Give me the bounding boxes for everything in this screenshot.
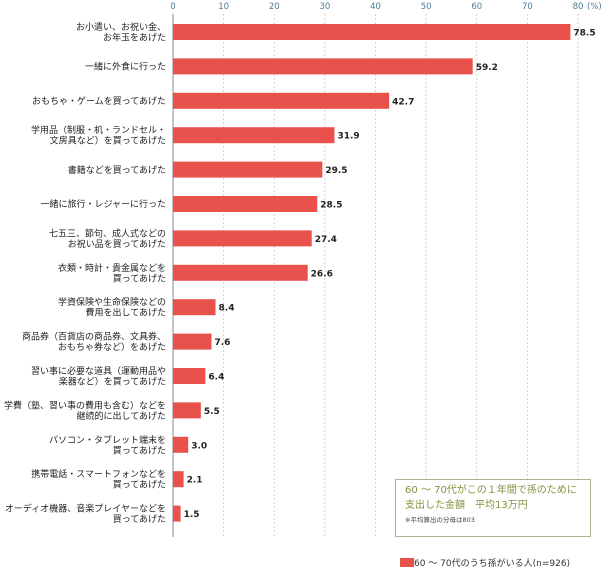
- category-label-line: お年玉をあげた: [103, 31, 166, 43]
- category-label: 一緒に旅行・レジャーに行った: [40, 198, 166, 210]
- bar: [173, 436, 189, 453]
- value-label: 29.5: [325, 166, 347, 176]
- bar: [173, 299, 216, 316]
- category-label-line: 買ってあげた: [113, 514, 166, 525]
- value-label: 1.5: [184, 510, 200, 520]
- category-labels: お小遣い、お祝い金、お年玉をあげた一緒に外食に行ったおもちゃ・ゲームを買ってあげ…: [4, 21, 166, 525]
- x-tick-label: 60: [471, 2, 482, 12]
- category-label-line: 衣類・時計・貴金属などを: [58, 262, 166, 274]
- x-tick-label: 40: [370, 2, 381, 12]
- category-label: 学資保険や生命保険などの費用を出してあげた: [58, 296, 166, 319]
- category-label-line: おもちゃ券など）をあげた: [58, 341, 166, 353]
- legend-label: 60 ～ 70代のうち孫がいる人(n=926): [414, 559, 571, 569]
- legend-swatch: [400, 558, 414, 567]
- bar: [173, 368, 206, 384]
- bars: [173, 24, 571, 522]
- x-tick-label: 70: [522, 2, 533, 12]
- category-label: パソコン・タブレット端末を買ってあげた: [49, 434, 166, 457]
- value-label: 59.2: [476, 63, 498, 73]
- category-label: 七五三、節句、成人式などのお祝い品を買ってあげた: [49, 227, 166, 250]
- category-label: 学費（塾、習い事の費用も含む）などを継続的に出してあげた: [4, 399, 166, 422]
- category-label: 携帯電話・スマートフォンなどを買ってあげた: [31, 468, 166, 491]
- value-label: 78.5: [573, 29, 595, 39]
- category-label-line: 習い事に必要な道具（運動用品や: [31, 365, 166, 377]
- bar: [173, 505, 181, 522]
- x-tick-label: 10: [218, 2, 229, 12]
- x-axis-unit: (%): [587, 2, 601, 12]
- value-label: 42.7: [392, 97, 414, 107]
- category-label: 一緒に外食に行った: [85, 61, 166, 73]
- category-label-line: 一緒に外食に行った: [85, 61, 166, 73]
- category-label-line: 七五三、節句、成人式などの: [49, 227, 166, 239]
- x-tick-label: 80: [573, 2, 584, 12]
- bar: [173, 471, 184, 488]
- category-label-line: 携帯電話・スマートフォンなどを: [31, 468, 166, 480]
- category-label-line: 費用を出してあげた: [86, 307, 166, 319]
- category-label-line: おもちゃ・ゲームを買ってあげた: [32, 95, 166, 107]
- category-label: 学用品（制服・机・ランドセル・文房具など）を買ってあげた: [31, 124, 166, 147]
- value-label: 26.6: [311, 269, 333, 279]
- value-label: 28.5: [320, 201, 342, 211]
- category-label: 商品券（百貨店の商品券、文具券、おもちゃ券など）をあげた: [22, 331, 166, 354]
- bar: [173, 92, 390, 109]
- value-label: 7.6: [214, 338, 230, 348]
- x-tick-label: 20: [269, 2, 280, 12]
- summary-line-2: 支出した金額 平均13万円: [405, 500, 528, 511]
- category-label-line: お祝い品を買ってあげた: [68, 238, 166, 250]
- x-tick-label: 30: [319, 2, 330, 12]
- bar: [173, 333, 212, 350]
- category-label-line: 商品券（百貨店の商品券、文具券、: [22, 331, 166, 343]
- value-label: 8.4: [219, 304, 235, 314]
- bar: [173, 402, 201, 419]
- average-spending-box: 60 ～ 70代がこの１年間で孫のために 支出した金額 平均13万円 ※平均算出…: [395, 479, 591, 537]
- x-axis: 0 10 20 30 40 50 60 70 80 (%): [170, 2, 601, 12]
- category-label-line: 一緒に旅行・レジャーに行った: [40, 198, 166, 210]
- value-label: 3.0: [191, 441, 207, 451]
- category-label-line: 学費（塾、習い事の費用も含む）などを: [4, 399, 166, 411]
- bar: [173, 196, 318, 212]
- category-label-line: 買ってあげた: [113, 445, 166, 456]
- category-label-line: 楽器など）を買ってあげた: [59, 375, 166, 387]
- summary-line-1: 60 ～ 70代がこの１年間で孫のために: [405, 485, 577, 496]
- category-label-line: オーディオ機器、音楽プレイヤーなどを: [5, 503, 166, 515]
- x-tick-label: 0: [170, 2, 175, 12]
- category-label: おもちゃ・ゲームを買ってあげた: [32, 95, 166, 107]
- category-label-line: 買ってあげた: [113, 273, 166, 284]
- value-label: 31.9: [337, 132, 359, 142]
- bar: [173, 161, 323, 178]
- category-label: オーディオ機器、音楽プレイヤーなどを買ってあげた: [5, 503, 166, 526]
- category-label-line: 文房具など）を買ってあげた: [50, 135, 166, 147]
- x-tick-label: 50: [421, 2, 432, 12]
- bar: [173, 127, 335, 144]
- value-labels: 78.5 59.2 42.7 31.9 29.5 28.5 27.4 26.6 8.4 7.6 6.…: [184, 29, 596, 521]
- category-label-line: 書籍などを買ってあげた: [68, 164, 166, 176]
- category-label: お小遣い、お祝い金、お年玉をあげた: [76, 21, 166, 44]
- category-label-line: 買ってあげた: [113, 480, 166, 491]
- value-label: 5.5: [204, 407, 220, 417]
- category-label-line: 学用品（制服・机・ランドセル・: [31, 124, 166, 136]
- chart-legend: 60 ～ 70代のうち孫がいる人(n=926): [400, 556, 570, 569]
- bar: [173, 24, 571, 40]
- bar: [173, 58, 473, 75]
- category-label: 書籍などを買ってあげた: [68, 164, 166, 176]
- bar: [173, 264, 308, 281]
- bar: [173, 230, 312, 247]
- category-label-line: パソコン・タブレット端末を: [49, 434, 166, 446]
- value-label: 2.1: [187, 476, 203, 486]
- category-label: 衣類・時計・貴金属などを買ってあげた: [58, 262, 166, 285]
- category-label-line: 継続的に出してあげた: [77, 410, 166, 422]
- value-label: 6.4: [208, 373, 224, 383]
- summary-note: ※平均算出の分母は803: [405, 516, 475, 524]
- category-label-line: 学資保険や生命保険などの: [58, 296, 166, 308]
- category-label-line: お小遣い、お祝い金、: [76, 21, 166, 33]
- value-label: 27.4: [315, 235, 337, 245]
- category-label: 習い事に必要な道具（運動用品や楽器など）を買ってあげた: [31, 365, 166, 388]
